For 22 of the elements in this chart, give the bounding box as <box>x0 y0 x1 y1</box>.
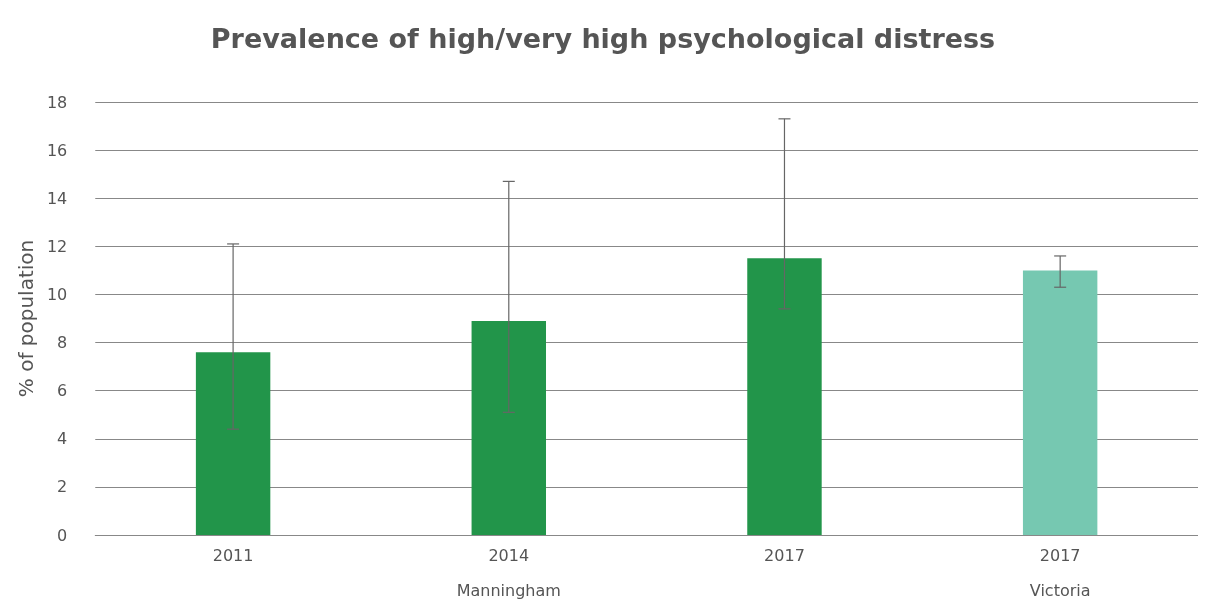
y-tick-label: 14 <box>46 188 68 208</box>
text: Victoria <box>1029 580 1091 600</box>
bar <box>1022 270 1098 535</box>
y-tick-label: 16 <box>46 140 68 160</box>
bar <box>747 258 822 535</box>
y-tick-label: 4 <box>57 429 68 449</box>
y-axis-title: % of population <box>14 239 38 398</box>
bar <box>195 352 271 535</box>
x-tick-label: 2017 <box>1039 545 1081 565</box>
y-tick-label: 2 <box>57 477 68 497</box>
x-tick-label: 2014 <box>488 545 530 565</box>
y-tick-label: 12 <box>46 236 68 256</box>
y-tick-label: 18 <box>46 92 68 112</box>
text: Manningham <box>456 580 561 600</box>
y-tick-label: 8 <box>57 333 68 353</box>
x-tick-label: 2011 <box>212 545 254 565</box>
y-tick-label: 0 <box>57 525 68 545</box>
bar <box>471 320 546 535</box>
y-tick-label: 10 <box>46 284 68 304</box>
x-tick-label: 2017 <box>764 545 805 565</box>
y-tick-label: 6 <box>57 381 68 401</box>
chart-title: Prevalence of high/very high psychological distress <box>210 23 996 54</box>
